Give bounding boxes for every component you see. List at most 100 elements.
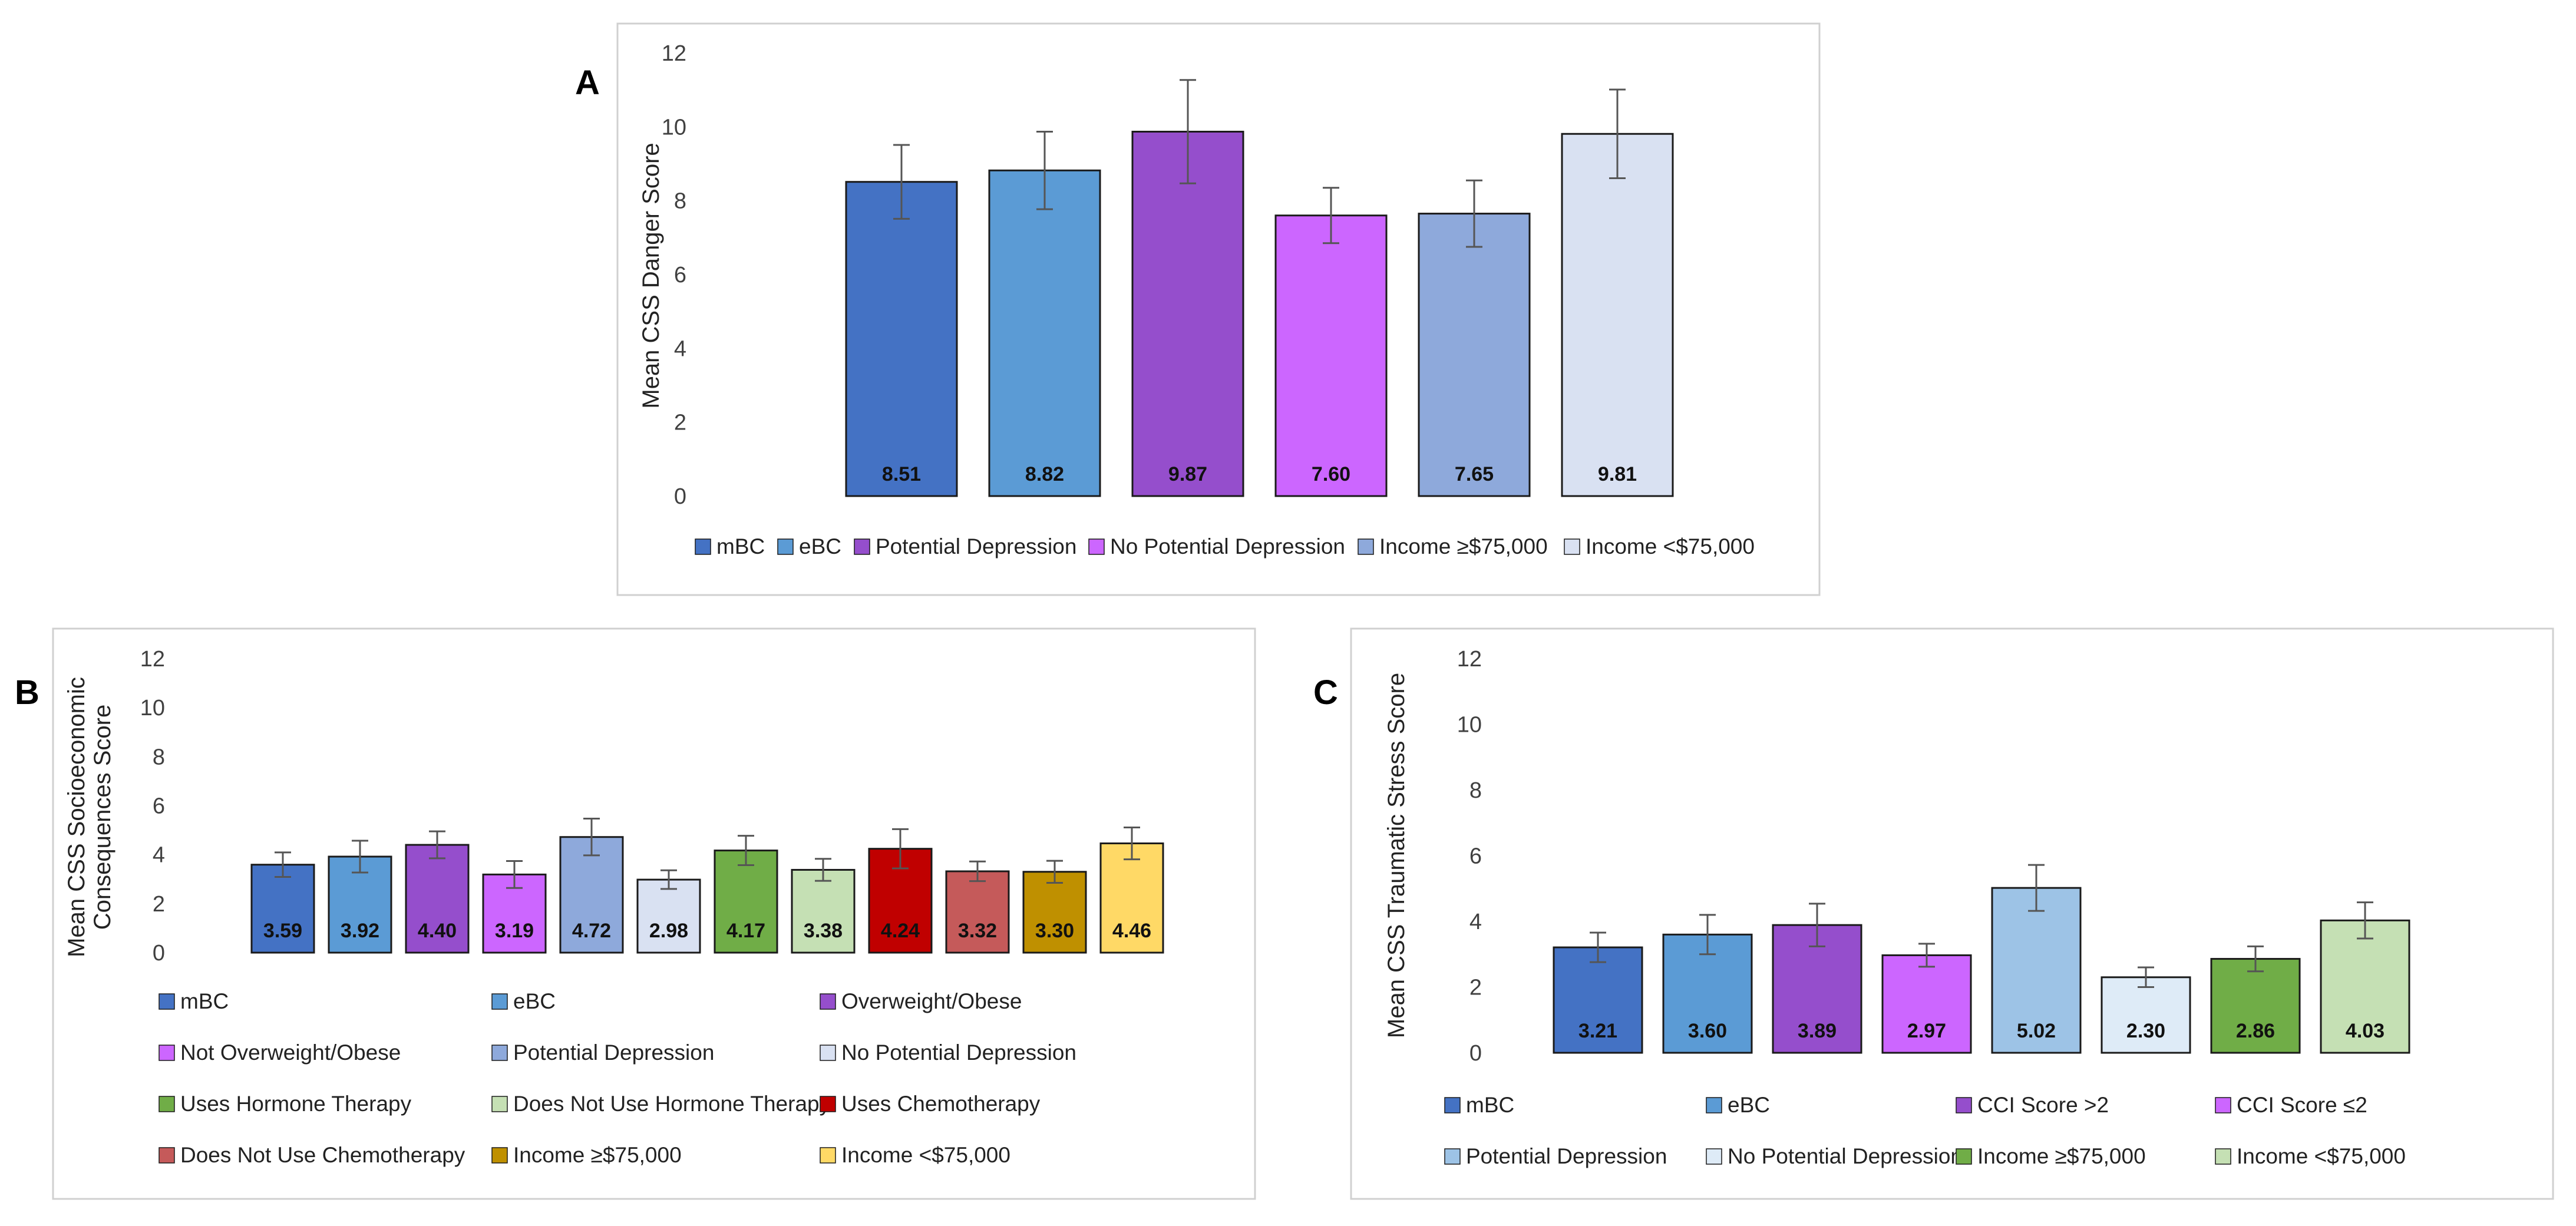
- panel-c-y-axis-label: Mean CSS Traumatic Stress Score: [1383, 673, 1409, 1038]
- panel-c-ytick-label: 6: [1469, 844, 1482, 869]
- panel-a-legend-label-3: Potential Depression: [876, 534, 1076, 559]
- panel-a-legend-swatch-5: [1358, 538, 1374, 555]
- panel-c-legend-label-1: mBC: [1466, 1093, 1514, 1117]
- panel-c-legend-label-6: No Potential Depression: [1728, 1144, 1963, 1168]
- panel-c-legend-label-7: Income ≥$75,000: [1977, 1144, 2146, 1168]
- panel-b-data-label-2: 3.92: [341, 920, 379, 942]
- panel-c-data-label-6: 2.30: [2126, 1020, 2165, 1042]
- panel-a-legend-label-4: No Potential Depression: [1110, 534, 1345, 559]
- panel-a-ytick-label: 12: [662, 41, 686, 66]
- panel-a-bar-5: [1418, 213, 1531, 497]
- panel-b-bar-6: [636, 878, 701, 954]
- panel-c-legend-label-3: CCI Score >2: [1977, 1093, 2109, 1117]
- panel-c-data-label-3: 3.89: [1798, 1020, 1837, 1042]
- panel-b-data-label-4: 3.19: [495, 920, 534, 942]
- panel-b-legend-swatch-6: [820, 1045, 836, 1061]
- panel-c-legend-swatch-1: [1444, 1097, 1461, 1113]
- panel-a-ytick-label: 0: [674, 484, 686, 509]
- panel-c-legend-label-4: CCI Score ≤2: [2237, 1093, 2367, 1117]
- panel-b-legend-swatch-11: [491, 1147, 508, 1164]
- panel-b-legend-swatch-2: [491, 993, 508, 1010]
- panel-a-data-label-2: 8.82: [1025, 463, 1064, 485]
- panel-b-data-label-9: 4.24: [881, 920, 920, 942]
- panel-b-legend-label-8: Does Not Use Hormone Therapy: [513, 1092, 831, 1116]
- panel-c-data-label-5: 5.02: [2017, 1020, 2056, 1042]
- panel-c-data-label-7: 2.86: [2236, 1020, 2275, 1042]
- panel-a-bar-1: [845, 181, 958, 497]
- panel-b-bar-5: [559, 836, 624, 954]
- panel-a-data-label-3: 9.87: [1168, 463, 1207, 485]
- panel-c-legend-swatch-4: [2215, 1097, 2231, 1113]
- panel-a-legend-swatch-3: [854, 538, 870, 555]
- panel-b-legend-swatch-7: [158, 1096, 175, 1112]
- panel-c-data-label-1: 3.21: [1578, 1020, 1617, 1042]
- panel-c-ytick-label: 10: [1457, 713, 1482, 738]
- panel-c-legend-label-2: eBC: [1728, 1093, 1770, 1117]
- panel-a-legend-swatch-2: [777, 538, 794, 555]
- panel-b-ytick-label: 4: [153, 843, 165, 868]
- panel-b-bar-10: [945, 870, 1010, 954]
- panel-b-ytick-label: 2: [153, 892, 165, 917]
- panel-b-legend-swatch-3: [820, 993, 836, 1010]
- panel-b-legend-swatch-4: [158, 1045, 175, 1061]
- panel-a-legend-swatch-4: [1088, 538, 1105, 555]
- panel-a-bar-6: [1561, 133, 1674, 497]
- panel-b-data-label-7: 4.17: [726, 920, 765, 942]
- panel-c-legend-swatch-5: [1444, 1148, 1461, 1165]
- panel-a-bar-3: [1131, 130, 1244, 497]
- panel-b-data-label-12: 4.46: [1112, 920, 1151, 942]
- panel-a-ytick-label: 10: [662, 115, 686, 140]
- panel-b-data-label-8: 3.38: [804, 920, 843, 942]
- panel-a-legend-swatch-6: [1564, 538, 1580, 555]
- panel-a-legend-swatch-1: [695, 538, 711, 555]
- panel-a-bar-2: [988, 169, 1101, 497]
- panel-b-data-label-10: 3.32: [958, 920, 997, 942]
- panel-a-bar-4: [1274, 214, 1388, 497]
- panel-b-y-axis-label: Consequences Score: [90, 705, 115, 930]
- panel-a-y-axis-label: Mean CSS Danger Score: [638, 143, 664, 408]
- panel-b-legend-swatch-9: [820, 1096, 836, 1112]
- panel-a-legend-label-2: eBC: [799, 534, 841, 559]
- panel-c-legend-swatch-6: [1706, 1148, 1722, 1165]
- panel-a-data-label-1: 8.51: [882, 463, 921, 485]
- panel-b-ytick-label: 0: [153, 941, 165, 966]
- panel-b-legend-label-2: eBC: [513, 989, 556, 1013]
- panel-a-legend-label-6: Income <$75,000: [1586, 534, 1755, 559]
- panel-c-data-label-8: 4.03: [2346, 1020, 2385, 1042]
- panel-b-legend-label-6: No Potential Depression: [841, 1040, 1076, 1065]
- panel-a-ytick-label: 8: [674, 189, 686, 214]
- panel-b-legend-label-7: Uses Hormone Therapy: [180, 1092, 412, 1116]
- panel-b-legend-swatch-10: [158, 1147, 175, 1164]
- panel-b-bar-12: [1099, 842, 1164, 954]
- panel-b-y-axis-label: Mean CSS Socioeconomic: [64, 677, 90, 957]
- panel-c-ytick-label: 4: [1469, 910, 1482, 934]
- panel-b-legend-label-3: Overweight/Obese: [841, 989, 1022, 1013]
- panel-b-legend-swatch-8: [491, 1096, 508, 1112]
- panel-b-panel-label: B: [15, 673, 39, 712]
- panel-c-legend-swatch-2: [1706, 1097, 1722, 1113]
- panel-b-legend-swatch-12: [820, 1147, 836, 1164]
- panel-a-ytick-label: 2: [674, 411, 686, 435]
- panel-c-data-label-4: 2.97: [1907, 1020, 1946, 1042]
- panel-c-legend-swatch-7: [1956, 1148, 1972, 1165]
- panel-c-bar-1: [1553, 946, 1643, 1054]
- panel-c-ytick-label: 8: [1469, 778, 1482, 803]
- panel-a-legend-label-5: Income ≥$75,000: [1379, 534, 1548, 559]
- panel-b-bar-11: [1022, 871, 1087, 954]
- panel-c-data-label-2: 3.60: [1688, 1020, 1727, 1042]
- panel-c-legend-label-5: Potential Depression: [1466, 1144, 1667, 1168]
- panel-a-data-label-6: 9.81: [1598, 463, 1637, 485]
- panel-c-ytick-label: 0: [1469, 1041, 1482, 1066]
- panel-c-legend-label-8: Income <$75,000: [2237, 1144, 2406, 1168]
- panel-c-ytick-label: 12: [1457, 647, 1482, 672]
- panel-c-ytick-label: 2: [1469, 976, 1482, 1000]
- panel-b-data-label-1: 3.59: [263, 920, 302, 942]
- panel-c-bar-6: [2101, 976, 2191, 1054]
- panel-b-ytick-label: 12: [140, 647, 165, 672]
- panel-b-legend-label-1: mBC: [180, 989, 229, 1013]
- panel-b-legend-label-5: Potential Depression: [513, 1040, 714, 1065]
- panel-c-legend-swatch-8: [2215, 1148, 2231, 1165]
- panel-b-ytick-label: 10: [140, 696, 165, 721]
- panel-b-legend-label-9: Uses Chemotherapy: [841, 1092, 1041, 1116]
